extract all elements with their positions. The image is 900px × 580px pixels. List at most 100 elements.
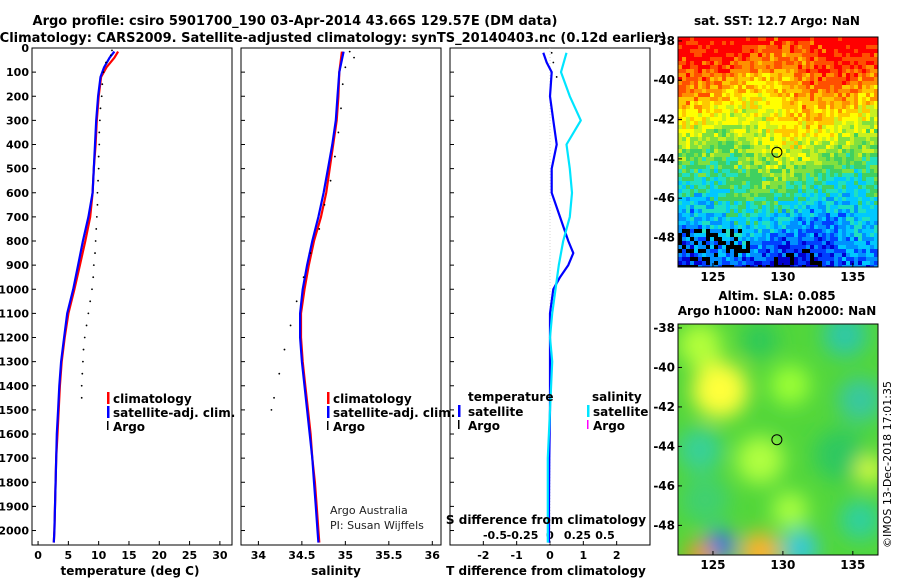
sst-cell [762, 213, 767, 218]
sst-cell [778, 141, 783, 146]
sst-cell [786, 217, 791, 222]
sst-cell [846, 137, 851, 142]
sst-cell [798, 125, 803, 130]
sst-cell [850, 125, 855, 130]
salinity-legend: climatology satellite-adj. clim. Argo [327, 392, 455, 434]
sst-cell [694, 61, 699, 66]
sst-cell [794, 173, 799, 178]
sst-cell [842, 169, 847, 174]
sst-cell [686, 249, 691, 254]
sst-cell [766, 145, 771, 150]
sst-cell [750, 197, 755, 202]
sst-cell [754, 201, 759, 206]
sst-cell [718, 93, 723, 98]
sst-cell [746, 121, 751, 126]
sst-cell [810, 265, 815, 267]
sst-cell [714, 85, 719, 90]
sst-cell [750, 173, 755, 178]
sst-cell [866, 261, 871, 266]
sst-cell [710, 89, 715, 94]
sst-cell [782, 133, 787, 138]
sst-cell [802, 149, 807, 154]
sst-cell [782, 157, 787, 162]
sst-cell [858, 241, 863, 246]
sst-cell [686, 173, 691, 178]
sst-cell [734, 265, 739, 267]
sst-cell [874, 181, 878, 186]
sst-cell [774, 85, 779, 90]
sst-cell [678, 189, 683, 194]
sst-cell [802, 173, 807, 178]
sst-cell [754, 125, 759, 130]
sst-cell [826, 105, 831, 110]
sst-cell [686, 113, 691, 118]
sst-cell [766, 109, 771, 114]
argo-point [98, 119, 101, 122]
sst-cell [862, 161, 867, 166]
sst-cell [786, 177, 791, 182]
sst-cell [866, 225, 871, 230]
sst-cell [682, 149, 687, 154]
sst-cell [774, 233, 779, 238]
sst-cell [738, 213, 743, 218]
sst-cell [722, 37, 727, 42]
sst-cell [698, 141, 703, 146]
sst-cell [770, 209, 775, 214]
sst-cell [866, 129, 871, 134]
sst-cell [814, 205, 819, 210]
sst-cell [742, 177, 747, 182]
sst-cell [790, 109, 795, 114]
sst-cell [774, 57, 779, 62]
sst-cell [730, 153, 735, 158]
sst-cell [798, 229, 803, 234]
sst-cell [746, 185, 751, 190]
sst-cell [838, 197, 843, 202]
sst-cell [806, 217, 811, 222]
sst-cell [862, 201, 867, 206]
sst-cell [862, 97, 867, 102]
sst-cell [774, 61, 779, 66]
sst-cell [774, 97, 779, 102]
sst-cell [734, 197, 739, 202]
sst-cell [806, 253, 811, 258]
argo-point [97, 179, 99, 182]
sst-cell [702, 77, 707, 82]
sst-cell [730, 109, 735, 114]
sst-cell [750, 201, 755, 206]
sst-cell [806, 189, 811, 194]
sst-cell [730, 169, 735, 174]
sst-cell [814, 149, 819, 154]
argo-point [96, 191, 99, 194]
sst-cell [830, 257, 835, 262]
sst-cell [866, 53, 871, 58]
sla-blob [823, 324, 867, 357]
sst-cell [854, 77, 859, 82]
sst-cell [730, 69, 735, 74]
sst-cell [774, 185, 779, 190]
sst-cell [782, 197, 787, 202]
sst-cell [842, 85, 847, 90]
sst-cell [706, 37, 711, 42]
sst-cell [802, 61, 807, 66]
sst-cell [706, 205, 711, 210]
sst-cell [706, 165, 711, 170]
sst-cell [682, 113, 687, 118]
sst-cell [762, 197, 767, 202]
sst-cell [790, 181, 795, 186]
sst-cell [758, 57, 763, 62]
sst-cell [850, 101, 855, 106]
argo-point [323, 203, 326, 206]
sst-cell [798, 213, 803, 218]
sst-cell [710, 221, 715, 226]
sst-cell [790, 189, 795, 194]
sst-cell [814, 249, 819, 254]
sst-cell [718, 141, 723, 146]
sst-cell [730, 261, 735, 266]
sst-cell [750, 209, 755, 214]
sst-cell [722, 217, 727, 222]
sst-cell [814, 37, 819, 42]
sst-cell [746, 217, 751, 222]
sst-cell [754, 165, 759, 170]
sst-cell [778, 113, 783, 118]
sst-cell [874, 137, 878, 142]
